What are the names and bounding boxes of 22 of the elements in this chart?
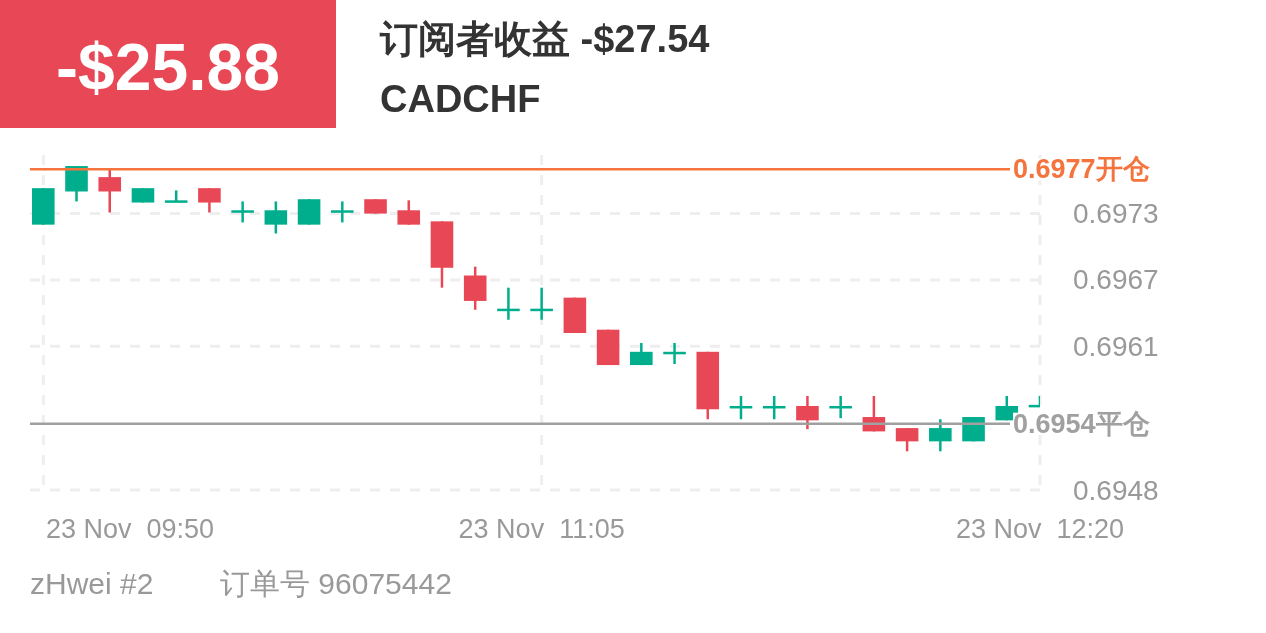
- chart-title: 订阅者收益 -$27.54: [379, 18, 710, 60]
- candlestick: [895, 426, 919, 453]
- candlestick: [198, 186, 221, 214]
- candlestick: [929, 417, 952, 453]
- x-tick-label: 23 Nov 12:20: [955, 514, 1125, 544]
- candlestick: [331, 200, 354, 224]
- x-tick-label: 23 Nov 11:05: [458, 514, 625, 544]
- text: -$25.88: [56, 30, 280, 104]
- text: 订单号 96075442: [220, 567, 452, 600]
- chart-subtitle: CADCHF: [380, 78, 541, 120]
- candlestick: [796, 394, 819, 431]
- y-tick-label: 0.6967: [1073, 264, 1159, 296]
- candlestick: [264, 200, 288, 235]
- y-tick-label: 0.6948: [1073, 474, 1159, 506]
- x-tick-label: 23 Nov 09:50: [46, 514, 215, 544]
- ref-line-label: 0.6977开仓: [1013, 154, 1150, 185]
- y-tick-label: 0.6961: [1073, 330, 1159, 362]
- candlestick: [231, 200, 254, 224]
- y-tick-label: 0.6973: [1073, 198, 1159, 230]
- text: zHwei #2: [30, 567, 154, 600]
- ref-line-label: 0.6954平仓: [1013, 408, 1150, 439]
- candlestick: [397, 199, 421, 226]
